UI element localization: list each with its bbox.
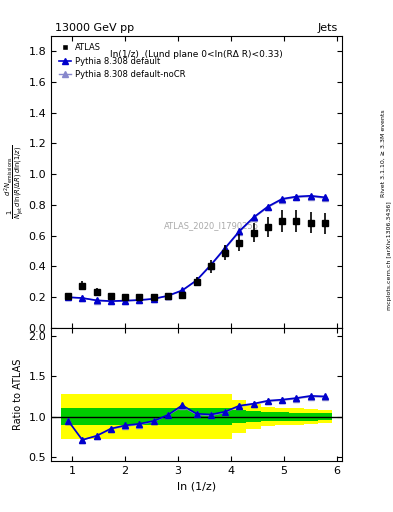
Text: ln(1/z)  (Lund plane 0<ln(RΔ R)<0.33): ln(1/z) (Lund plane 0<ln(RΔ R)<0.33) [110,51,283,59]
Legend: ATLAS, Pythia 8.308 default, Pythia 8.308 default-noCR: ATLAS, Pythia 8.308 default, Pythia 8.30… [55,40,189,82]
Y-axis label: $\frac{1}{N_\mathrm{jet}}\frac{d^2 N_\mathrm{emissions}}{d\ln(R/\Delta R)\,d\ln(: $\frac{1}{N_\mathrm{jet}}\frac{d^2 N_\ma… [2,145,26,219]
Text: ATLAS_2020_I1790256: ATLAS_2020_I1790256 [163,221,259,230]
Text: Rivet 3.1.10, ≥ 3.3M events: Rivet 3.1.10, ≥ 3.3M events [381,110,386,198]
Y-axis label: Ratio to ATLAS: Ratio to ATLAS [13,359,23,430]
Text: mcplots.cern.ch [arXiv:1306.3436]: mcplots.cern.ch [arXiv:1306.3436] [387,202,391,310]
Text: 13000 GeV pp: 13000 GeV pp [55,23,134,33]
X-axis label: ln (1/z): ln (1/z) [177,481,216,491]
Text: Jets: Jets [318,23,338,33]
